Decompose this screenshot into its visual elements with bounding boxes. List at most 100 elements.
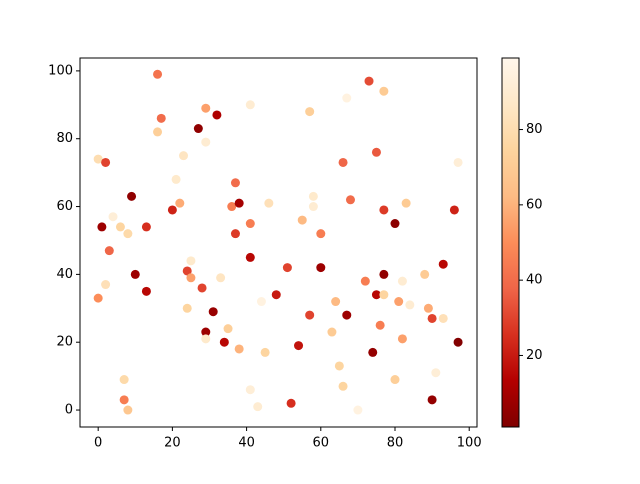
scatter-point (397, 276, 407, 286)
y-tick-label: 40 (56, 267, 73, 282)
scatter-point (353, 405, 363, 415)
scatter-point (186, 256, 196, 266)
colorbar-tick-label: 40 (526, 273, 543, 288)
scatter-point (127, 191, 137, 201)
scatter-point (245, 100, 255, 110)
scatter-point (423, 303, 433, 313)
scatter-point (245, 252, 255, 262)
scatter-point (245, 385, 255, 395)
scatter-point (208, 307, 218, 317)
scatter-point (179, 151, 189, 161)
y-tick-label: 100 (48, 63, 73, 78)
x-tick-label: 80 (387, 436, 404, 451)
scatter-point (368, 347, 378, 357)
scatter-point (453, 337, 463, 347)
scatter-point (253, 402, 263, 412)
scatter-point (153, 69, 163, 79)
scatter-point (123, 405, 133, 415)
scatter-point (119, 375, 129, 385)
x-tick-label: 60 (313, 436, 330, 451)
scatter-point (401, 198, 411, 208)
scatter-point (130, 269, 140, 279)
scatter-point (123, 229, 133, 239)
plot-frame (79, 57, 478, 428)
scatter-point (182, 303, 192, 313)
y-tick-label: 80 (56, 131, 73, 146)
scatter-point (308, 191, 318, 201)
x-tick-label: 20 (164, 436, 181, 451)
scatter-point (141, 286, 151, 296)
scatter-point (371, 147, 381, 157)
scatter-point (171, 174, 181, 184)
scatter-point (201, 137, 211, 147)
scatter-point (338, 157, 348, 167)
scatter-point (167, 205, 177, 215)
x-tick-label: 40 (238, 436, 255, 451)
scatter-point (360, 276, 370, 286)
scatter-point (379, 269, 389, 279)
scatter-point (182, 266, 192, 276)
scatter-point (294, 341, 304, 351)
scatter-point (201, 334, 211, 344)
scatter-point (342, 93, 352, 103)
scatter-point (338, 381, 348, 391)
scatter-point (260, 347, 270, 357)
scatter-point (379, 290, 389, 300)
scatter-point (212, 110, 222, 120)
scatter-point (101, 157, 111, 167)
scatter-point (93, 154, 103, 164)
scatter-point (227, 202, 237, 212)
y-tick-label: 0 (65, 403, 73, 418)
scatter-point (297, 215, 307, 225)
scatter-point (245, 219, 255, 229)
scatter-point (282, 263, 292, 273)
scatter-point (97, 222, 107, 232)
scatter-point (93, 293, 103, 303)
scatter-point (234, 198, 244, 208)
scatter-point (186, 273, 196, 283)
y-tick-label: 60 (56, 199, 73, 214)
scatter-point (156, 113, 166, 123)
scatter-point (431, 368, 441, 378)
scatter-point (427, 395, 437, 405)
scatter-point (427, 313, 437, 323)
scatter-point (375, 320, 385, 330)
scatter-point (305, 310, 315, 320)
scatter-point (390, 219, 400, 229)
scatter-point (230, 229, 240, 239)
scatter-point (271, 290, 281, 300)
scatter-point (345, 195, 355, 205)
scatter-point (334, 361, 344, 371)
scatter-point (223, 324, 233, 334)
scatter-point (115, 222, 125, 232)
scatter-point (219, 337, 229, 347)
scatter-point (101, 280, 111, 290)
scatter-point (397, 334, 407, 344)
scatter-point (108, 212, 118, 222)
scatter-point (316, 229, 326, 239)
scatter-point (371, 290, 381, 300)
scatter-point (216, 273, 226, 283)
scatter-point (264, 198, 274, 208)
scatter-point (153, 127, 163, 137)
scatter-point (197, 283, 207, 293)
scatter-point (234, 344, 244, 354)
scatter-point (316, 263, 326, 273)
scatter-point (449, 205, 459, 215)
scatter-point (175, 198, 185, 208)
scatter-point (438, 259, 448, 269)
scatter-point (379, 205, 389, 215)
scatter-point (119, 395, 129, 405)
scatter-point (286, 398, 296, 408)
y-tick-label: 20 (56, 335, 73, 350)
scatter-point (364, 76, 374, 86)
scatter-point (141, 222, 151, 232)
scatter-point (230, 178, 240, 188)
scatter-point (201, 103, 211, 113)
x-tick-label: 0 (94, 436, 102, 451)
scatter-point (394, 297, 404, 307)
colorbar-tick-label: 20 (526, 348, 543, 363)
scatter-point (308, 202, 318, 212)
scatter-point (193, 124, 203, 134)
